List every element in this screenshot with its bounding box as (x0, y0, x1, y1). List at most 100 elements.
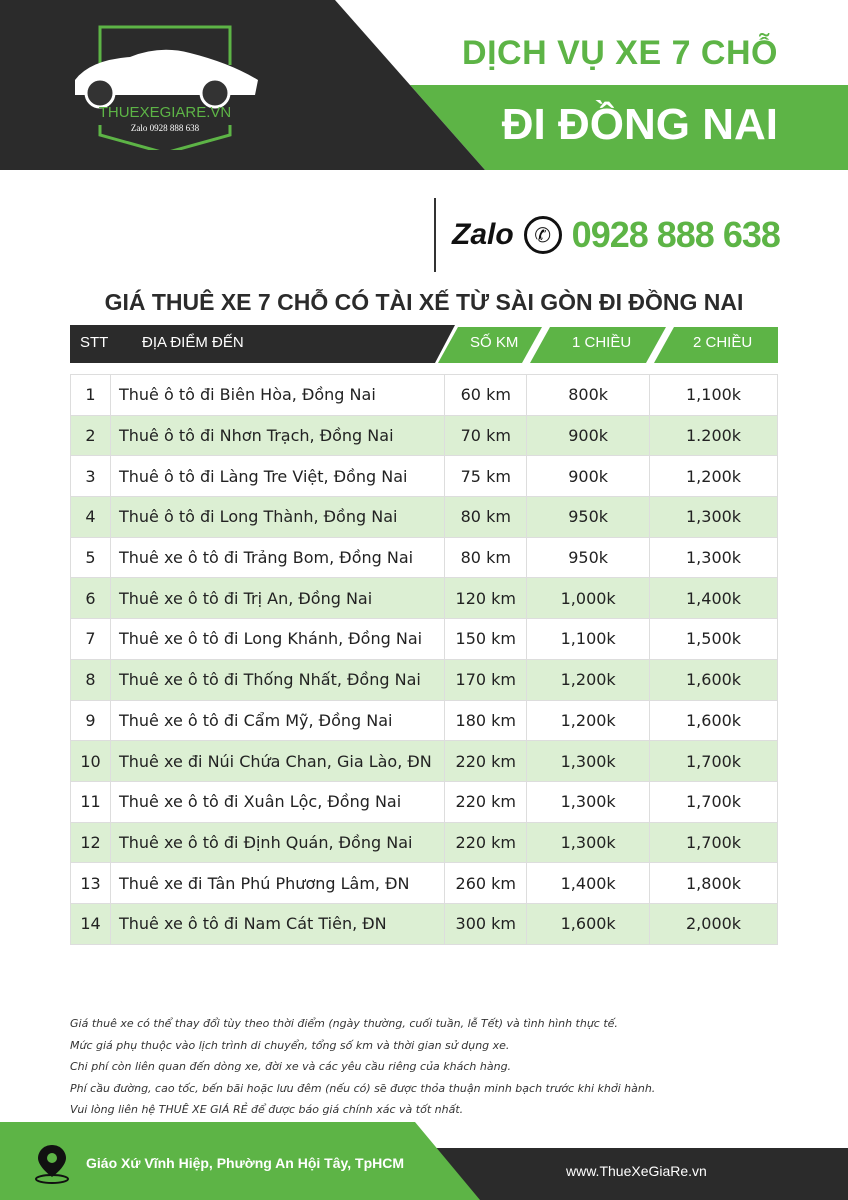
cell-one-way: 1,200k (526, 699, 651, 742)
cell-km: 150 km (444, 618, 528, 660)
cell-round-trip: 1,200k (649, 455, 778, 498)
cell-destination: Thuê ô tô đi Long Thành, Đồng Nai (109, 496, 446, 538)
page-title: GIÁ THUÊ XE 7 CHỖ CÓ TÀI XẾ TỪ SÀI GÒN Đ… (104, 289, 744, 315)
cell-km: 220 km (444, 780, 528, 823)
cell-round-trip: 1,400k (649, 577, 778, 620)
cell-stt: 10 (70, 740, 111, 782)
cell-one-way: 900k (526, 455, 651, 498)
logo: THUEXEGIARE.VN Zalo 0928 888 638 (70, 25, 260, 155)
cell-stt: 4 (70, 496, 111, 538)
cell-one-way: 1,100k (526, 618, 651, 660)
footer-website[interactable]: www.ThueXeGiaRe.vn (566, 1163, 707, 1179)
cell-round-trip: 1.200k (649, 414, 778, 457)
note: Giá thuê xe có thể thay đổi tùy theo thờ… (70, 1017, 618, 1030)
cell-one-way: 950k (526, 536, 651, 579)
table-row: 12 Thuê xe ô tô đi Định Quán, Đồng Nai 220… (70, 821, 778, 864)
cell-one-way: 1,300k (526, 780, 651, 823)
svg-text:Zalo 0928 888 638: Zalo 0928 888 638 (131, 123, 200, 133)
cell-one-way: 1,000k (526, 577, 651, 620)
cell-one-way: 1,200k (526, 658, 651, 701)
cell-round-trip: 1,600k (649, 658, 778, 701)
cell-km: 80 km (444, 536, 528, 579)
table-row: 2 Thuê ô tô đi Nhơn Trạch, Đồng Nai 70 km 9… (70, 414, 778, 457)
col-round-trip: 2 CHIỀU (693, 334, 753, 351)
header-line1: DỊCH VỤ XE 7 CHỖ (462, 34, 778, 72)
zalo-icon[interactable]: Zalo (452, 218, 514, 251)
cell-destination: Thuê xe ô tô đi Thống Nhất, Đồng Nai (109, 658, 446, 701)
note: Chi phí còn liên quan đến dòng xe, đời x… (70, 1060, 512, 1074)
cell-one-way: 1,300k (526, 821, 651, 864)
phone-icon: ✆ (523, 216, 562, 254)
cell-km: 70 km (444, 414, 528, 457)
cell-round-trip: 1,700k (649, 780, 778, 823)
cell-km: 220 km (444, 740, 528, 782)
cell-stt: 9 (70, 699, 111, 742)
table-row: 11 Thuê xe ô tô đi Xuân Lộc, Đồng Nai 220 … (70, 780, 778, 823)
cell-stt: 13 (70, 862, 111, 904)
header-line2: ĐI ĐỒNG NAI (501, 100, 778, 149)
location-pin-icon (35, 1145, 69, 1184)
table-row: 14 Thuê xe ô tô đi Nam Cát Tiên, ĐN 300 km… (70, 902, 778, 945)
cell-stt: 14 (70, 902, 111, 945)
cell-one-way: 950k (526, 496, 651, 538)
table-row: 3 Thuê ô tô đi Làng Tre Việt, Đồng Nai 75 … (70, 455, 778, 498)
cell-stt: 5 (70, 536, 111, 579)
table-row: 10 Thuê xe đi Núi Chứa Chan, Gia Lào, ĐN 2… (70, 740, 778, 782)
cell-destination: Thuê xe ô tô đi Long Khánh, Đồng Nai (109, 618, 446, 660)
phone-number[interactable]: 0928 888 638 (571, 214, 781, 255)
cell-one-way: 900k (526, 414, 651, 457)
svg-text:THUEXEGIARE.VN: THUEXEGIARE.VN (99, 104, 232, 121)
note: Mức giá phụ thuộc vào lịch trình di chuy… (70, 1038, 510, 1052)
table-row: 6 Thuê xe ô tô đi Trị An, Đồng Nai 120 km 1… (70, 577, 778, 620)
note: Vui lòng liên hệ THUÊ XE GIÁ RẺ để được … (70, 1103, 464, 1117)
cell-round-trip: 1,700k (649, 821, 778, 864)
cell-one-way: 800k (526, 374, 651, 416)
table-row: 7 Thuê xe ô tô đi Long Khánh, Đồng Nai 150… (70, 618, 778, 660)
cell-round-trip: 1,500k (649, 618, 778, 660)
cell-stt: 11 (70, 780, 111, 823)
notes: Giá thuê xe có thể thay đổi tùy theo thờ… (70, 1013, 655, 1121)
cell-stt: 2 (70, 414, 111, 457)
cell-destination: Thuê xe ô tô đi Xuân Lộc, Đồng Nai (109, 780, 446, 823)
price-table: 1 Thuê ô tô đi Biên Hòa, Đồng Nai 60 km 800… (70, 374, 778, 945)
cell-km: 170 km (444, 658, 528, 701)
cell-destination: Thuê xe đi Tân Phú Phương Lâm, ĐN (109, 862, 446, 904)
cell-km: 60 km (444, 374, 528, 416)
cell-destination: Thuê xe ô tô đi Cẩm Mỹ, Đồng Nai (109, 699, 446, 742)
cell-destination: Thuê xe ô tô đi Trị An, Đồng Nai (109, 577, 446, 620)
col-stt: STT (80, 334, 109, 351)
cell-destination: Thuê ô tô đi Biên Hòa, Đồng Nai (109, 374, 446, 416)
table-row: 4 Thuê ô tô đi Long Thành, Đồng Nai 80 km 9… (70, 496, 778, 538)
cell-stt: 8 (70, 658, 111, 701)
cell-round-trip: 2,000k (649, 902, 778, 945)
contact-bar: Zalo ✆ 0928 888 638 (434, 198, 781, 272)
cell-km: 260 km (444, 862, 528, 904)
cell-round-trip: 1,300k (649, 496, 778, 538)
cell-stt: 12 (70, 821, 111, 864)
cell-km: 300 km (444, 902, 528, 945)
table-row: 9 Thuê xe ô tô đi Cẩm Mỹ, Đồng Nai 180 km 1… (70, 699, 778, 742)
cell-one-way: 1,400k (526, 862, 651, 904)
cell-km: 75 km (444, 455, 528, 498)
footer-address: Giáo Xứ Vĩnh Hiệp, Phường An Hội Tây, Tp… (86, 1155, 405, 1171)
cell-round-trip: 1,700k (649, 740, 778, 782)
table-row: 13 Thuê xe đi Tân Phú Phương Lâm, ĐN 260 k… (70, 862, 778, 904)
cell-km: 120 km (444, 577, 528, 620)
cell-stt: 3 (70, 455, 111, 498)
cell-one-way: 1,600k (526, 902, 651, 945)
col-one-way: 1 CHIỀU (572, 334, 632, 351)
col-destination: ĐỊA ĐIỂM ĐẾN (142, 334, 244, 351)
table-row: 8 Thuê xe ô tô đi Thống Nhất, Đồng Nai 170… (70, 658, 778, 701)
cell-round-trip: 1,600k (649, 699, 778, 742)
cell-destination: Thuê xe ô tô đi Định Quán, Đồng Nai (109, 821, 446, 864)
cell-destination: Thuê xe ô tô đi Trảng Bom, Đồng Nai (109, 536, 446, 579)
cell-round-trip: 1,800k (649, 862, 778, 904)
cell-destination: Thuê xe đi Núi Chứa Chan, Gia Lào, ĐN (109, 740, 446, 782)
cell-one-way: 1,300k (526, 740, 651, 782)
cell-round-trip: 1,300k (649, 536, 778, 579)
cell-km: 220 km (444, 821, 528, 864)
col-km: SỐ KM (470, 334, 519, 351)
cell-destination: Thuê ô tô đi Nhơn Trạch, Đồng Nai (109, 414, 446, 457)
note: Phí cầu đường, cao tốc, bến bãi hoặc lưu… (70, 1081, 656, 1095)
